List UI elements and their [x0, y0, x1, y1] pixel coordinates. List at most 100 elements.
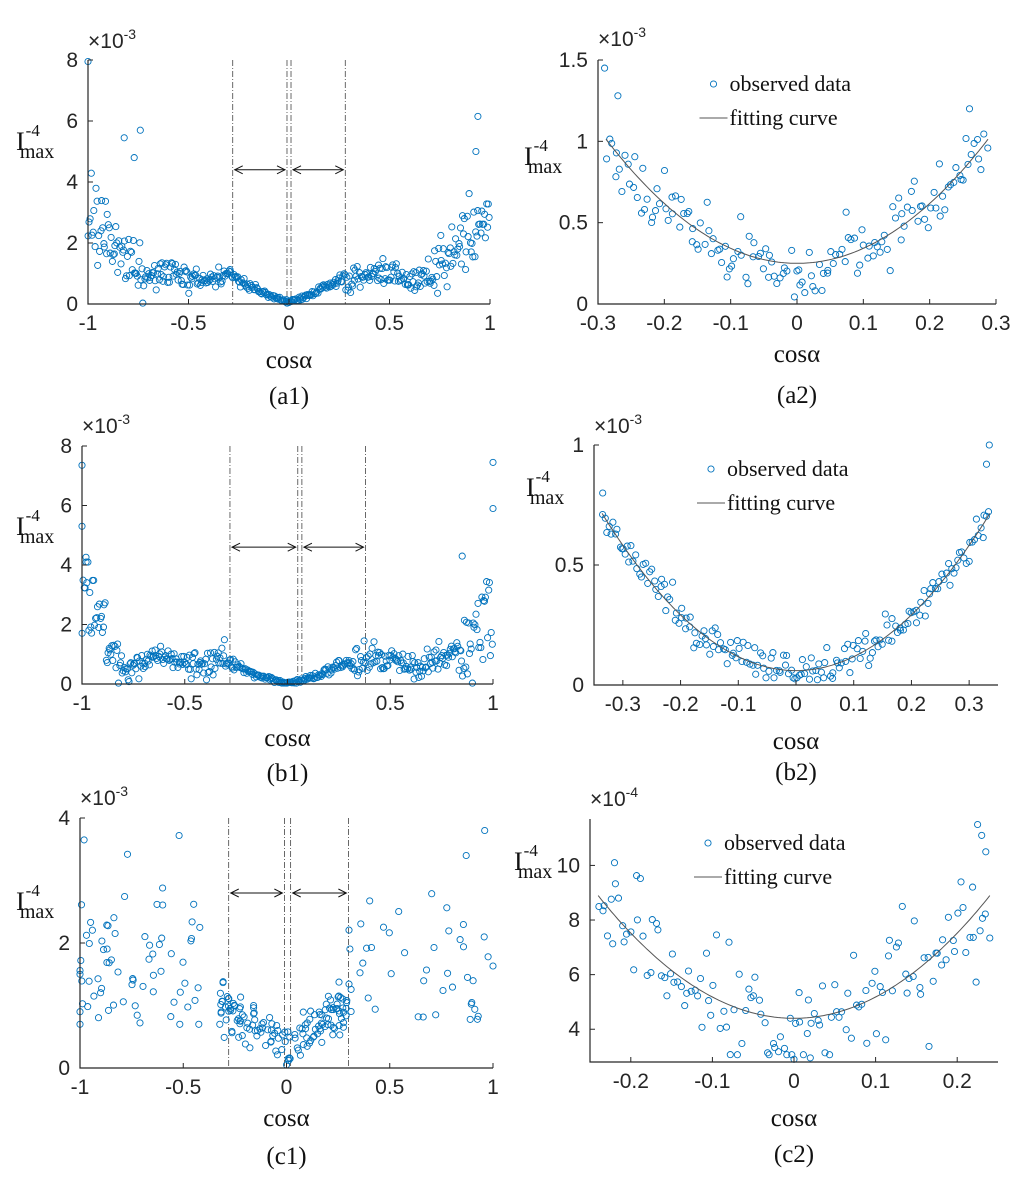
data-point: [474, 207, 482, 215]
data-point: [882, 1036, 890, 1044]
data-point: [944, 913, 952, 921]
data-point: [970, 536, 979, 544]
data-point: [107, 233, 115, 241]
data-point: [311, 669, 319, 677]
data-point: [286, 1055, 294, 1063]
b1-xtick-label: -0.5: [167, 692, 203, 715]
data-point: [463, 670, 471, 678]
data-point: [151, 277, 159, 285]
data-point: [238, 1032, 246, 1040]
data-point: [692, 639, 700, 647]
data-point: [471, 1005, 479, 1013]
data-point: [869, 252, 877, 260]
data-point: [152, 286, 160, 294]
data-point: [959, 176, 967, 184]
data-point: [765, 667, 773, 675]
data-point: [603, 932, 612, 940]
data-point: [944, 183, 952, 191]
data-point: [134, 281, 142, 289]
data-point: [798, 278, 806, 286]
data-point: [155, 940, 163, 949]
data-point: [157, 271, 165, 279]
data-point: [408, 270, 416, 278]
data-point: [90, 621, 99, 629]
data-point: [457, 647, 465, 655]
data-point: [129, 975, 137, 983]
data-point: [639, 932, 647, 940]
data-point: [176, 988, 184, 996]
data-point: [670, 978, 678, 986]
data-point: [745, 985, 753, 993]
data-point: [853, 269, 862, 277]
data-point: [705, 997, 713, 1005]
data-point: [119, 998, 127, 1006]
data-point: [751, 973, 759, 981]
data-point: [474, 112, 482, 120]
data-point: [105, 959, 113, 967]
c2-xtick-label: -0.1: [694, 1070, 730, 1093]
data-point: [187, 934, 196, 943]
data-point: [257, 1028, 265, 1036]
data-point: [868, 649, 876, 657]
data-point: [755, 996, 764, 1004]
data-point: [793, 267, 801, 275]
data-point: [714, 630, 722, 639]
data-point: [924, 224, 932, 232]
data-point: [184, 281, 192, 289]
data-point: [195, 1020, 203, 1028]
data-point: [844, 989, 852, 997]
data-point: [401, 949, 409, 957]
data-point: [619, 922, 627, 930]
data-point: [110, 250, 118, 258]
data-point: [974, 820, 982, 829]
data-point: [220, 636, 228, 644]
data-point: [609, 518, 617, 526]
b2-ylabel: I-4 max: [526, 467, 564, 509]
data-point: [781, 661, 790, 669]
data-point: [202, 676, 211, 684]
b2-panel-label: (b2): [775, 759, 817, 786]
data-point: [444, 653, 453, 661]
data-point: [458, 552, 466, 560]
data-point: [601, 514, 609, 522]
data-point: [121, 892, 129, 901]
data-point: [599, 907, 607, 915]
data-point: [465, 190, 473, 198]
data-point: [149, 988, 157, 996]
data-point: [104, 1006, 113, 1014]
data-point: [831, 981, 839, 989]
data-point: [434, 289, 442, 297]
data-point: [959, 903, 967, 912]
data-point: [725, 938, 733, 946]
data-point: [795, 266, 803, 274]
data-point: [367, 943, 376, 952]
data-point: [792, 1019, 800, 1027]
b1-ytick-label: 8: [60, 435, 72, 458]
data-point: [938, 961, 946, 969]
a1-xtick-label: 1: [484, 312, 496, 335]
data-point: [100, 240, 108, 248]
data-point: [266, 1013, 274, 1022]
data-point: [251, 280, 260, 289]
data-point: [790, 293, 798, 301]
data-point: [489, 458, 497, 466]
data-point: [732, 654, 740, 662]
data-point: [222, 1016, 230, 1024]
data-point: [769, 1039, 778, 1048]
c1-range-arrow: [229, 888, 284, 898]
data-point: [130, 154, 138, 162]
legend-observed-label: observed data: [730, 71, 852, 96]
data-point: [423, 645, 431, 653]
data-point: [733, 1051, 741, 1059]
data-point: [357, 657, 365, 665]
a1-xtick-label: -1: [79, 312, 98, 335]
data-point: [197, 660, 206, 668]
c2-axes: [589, 819, 998, 1063]
data-point: [964, 160, 972, 168]
data-point: [803, 1029, 811, 1038]
data-point: [135, 257, 143, 265]
data-point: [898, 210, 906, 218]
data-point: [972, 978, 980, 986]
data-point: [299, 1008, 307, 1016]
